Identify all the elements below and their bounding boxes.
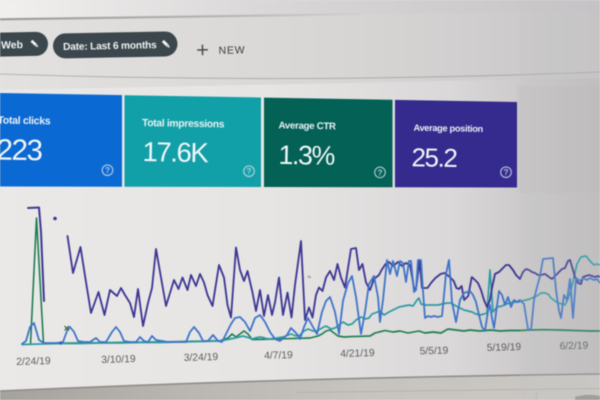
svg-text:Average position: Average position bbox=[413, 123, 483, 134]
svg-text:?: ? bbox=[246, 167, 251, 176]
svg-text:Web: Web bbox=[1, 39, 23, 51]
svg-text:4/21/19: 4/21/19 bbox=[340, 348, 375, 360]
svg-text:NEW: NEW bbox=[218, 44, 245, 57]
svg-text:25.2: 25.2 bbox=[411, 142, 457, 173]
svg-text:2/24/19: 2/24/19 bbox=[16, 356, 51, 368]
svg-text:3/10/19: 3/10/19 bbox=[101, 354, 136, 366]
svg-text:1.3%: 1.3% bbox=[278, 140, 335, 171]
svg-text:6/2/19: 6/2/19 bbox=[559, 341, 588, 353]
svg-text:Total impressions: Total impressions bbox=[142, 118, 225, 130]
svg-text:3/24/19: 3/24/19 bbox=[184, 352, 219, 364]
svg-text:4/7/19: 4/7/19 bbox=[264, 350, 293, 362]
svg-text:?: ? bbox=[377, 168, 382, 177]
svg-text:Date: Last 6 months: Date: Last 6 months bbox=[63, 40, 157, 53]
svg-text:Total clicks: Total clicks bbox=[0, 114, 51, 127]
svg-text:?: ? bbox=[503, 168, 508, 177]
svg-text:5/5/19: 5/5/19 bbox=[419, 346, 448, 358]
svg-text:5/19/19: 5/19/19 bbox=[487, 342, 522, 354]
svg-text:223: 223 bbox=[0, 133, 43, 167]
svg-text:?: ? bbox=[105, 166, 110, 175]
svg-text:17.6K: 17.6K bbox=[142, 136, 209, 168]
svg-text:Average CTR: Average CTR bbox=[278, 120, 336, 132]
